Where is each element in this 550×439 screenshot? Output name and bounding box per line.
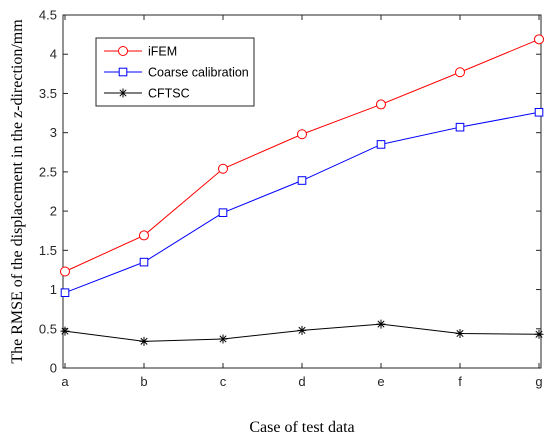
- data-point: [60, 266, 70, 277]
- legend: iFEM Coarse calibration CFTSC: [95, 37, 255, 107]
- data-point: [297, 176, 307, 185]
- data-point: [376, 319, 386, 329]
- legend-item: iFEM: [104, 45, 177, 59]
- data-point: [534, 34, 544, 45]
- y-tick-label: 4: [50, 47, 57, 62]
- series-ifem: [60, 34, 544, 277]
- data-point: [455, 328, 465, 338]
- legend-item: Coarse calibration: [104, 66, 249, 80]
- y-tick-label: 3.5: [39, 86, 57, 101]
- data-point: [455, 67, 465, 78]
- y-tick-label: 1: [50, 282, 57, 297]
- x-tick-label: d: [298, 374, 305, 389]
- y-tick-label: 1.5: [39, 243, 57, 258]
- data-point: [297, 129, 307, 140]
- data-point: [534, 107, 544, 117]
- y-tick-label: 0: [50, 361, 57, 376]
- data-point: [534, 329, 544, 339]
- data-point: [60, 288, 70, 297]
- data-point: [139, 336, 149, 346]
- y-tick-label: 2: [50, 204, 57, 219]
- y-tick-label: 2.5: [39, 164, 57, 179]
- data-point: [455, 122, 465, 132]
- x-tick-label: f: [458, 374, 462, 389]
- x-tick-label: b: [140, 374, 147, 389]
- legend-marker: [118, 88, 128, 98]
- data-point: [218, 334, 228, 344]
- data-point: [139, 257, 149, 267]
- legend-item: CFTSC: [104, 87, 190, 101]
- y-tick-label: 3: [50, 125, 57, 140]
- data-point: [218, 163, 228, 174]
- y-axis-title: The RMSE of the displacement in the z-di…: [9, 19, 26, 364]
- legend-label: CFTSC: [148, 87, 190, 101]
- data-point: [60, 326, 70, 336]
- series-layer: [60, 34, 544, 346]
- data-point: [376, 140, 386, 149]
- x-tick-label: g: [535, 374, 542, 389]
- data-point: [297, 325, 307, 335]
- x-axis-title: Case of test data: [249, 419, 354, 436]
- data-point: [376, 99, 386, 110]
- legend-label: iFEM: [148, 45, 177, 59]
- y-tick-label: 4.5: [39, 8, 57, 23]
- series-coarse-calibration: [60, 107, 544, 297]
- y-tick-label: 0.5: [39, 321, 57, 336]
- x-tick-label: e: [377, 374, 384, 389]
- x-tick-label: c: [220, 374, 227, 389]
- legend-marker: [118, 67, 128, 77]
- x-tick-label: a: [61, 374, 69, 389]
- legend-label: Coarse calibration: [148, 66, 249, 80]
- data-point: [139, 230, 149, 241]
- data-point: [218, 208, 228, 217]
- legend-marker: [118, 46, 128, 56]
- series-cftsc: [60, 319, 544, 346]
